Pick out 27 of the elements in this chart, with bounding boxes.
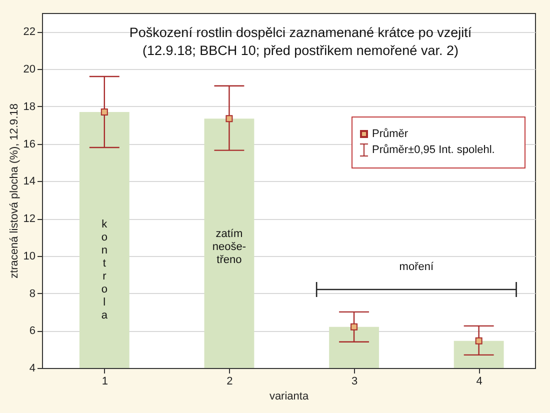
point — [350, 323, 358, 330]
y-tick-label: 8 — [29, 288, 36, 300]
annotation: moření — [399, 261, 434, 274]
y-tick-label: 22 — [23, 26, 36, 38]
x-tick-label: 2 — [226, 376, 233, 388]
y-tick-label: 4 — [29, 362, 36, 374]
y-tick-label: 10 — [23, 250, 36, 262]
legend-label: Průměr — [372, 128, 408, 140]
y-axis-title: ztracená listová plocha (%), 12.9.18 — [8, 104, 20, 278]
y-tick-label: 18 — [23, 100, 36, 113]
x-tick-label: 1 — [102, 376, 108, 388]
text: Poškození rostlin dospělci zaznamenané krátce po vzejití — [129, 25, 472, 40]
y-tick-label: 6 — [29, 325, 36, 338]
y-tick-label: 12 — [23, 213, 36, 226]
point — [475, 337, 482, 344]
annotation: zatím neoše-třeno — [212, 228, 246, 266]
y-tick-label: 14 — [23, 176, 36, 188]
point — [100, 108, 108, 116]
annotation: kontrola — [101, 218, 108, 322]
annotation: Průměr±0,95 Int. spolehl. — [372, 144, 495, 156]
text: (12.9.18; BBCH 10; před postřikem nemořené var. 2) — [142, 43, 458, 58]
y-tick-label: 16 — [23, 138, 36, 150]
x-axis-title: varianta — [269, 390, 310, 402]
y-tick-label: 20 — [23, 64, 36, 76]
x-tick-label: 3 — [351, 376, 358, 388]
x-tick-label: 4 — [476, 376, 482, 388]
point — [226, 115, 233, 122]
